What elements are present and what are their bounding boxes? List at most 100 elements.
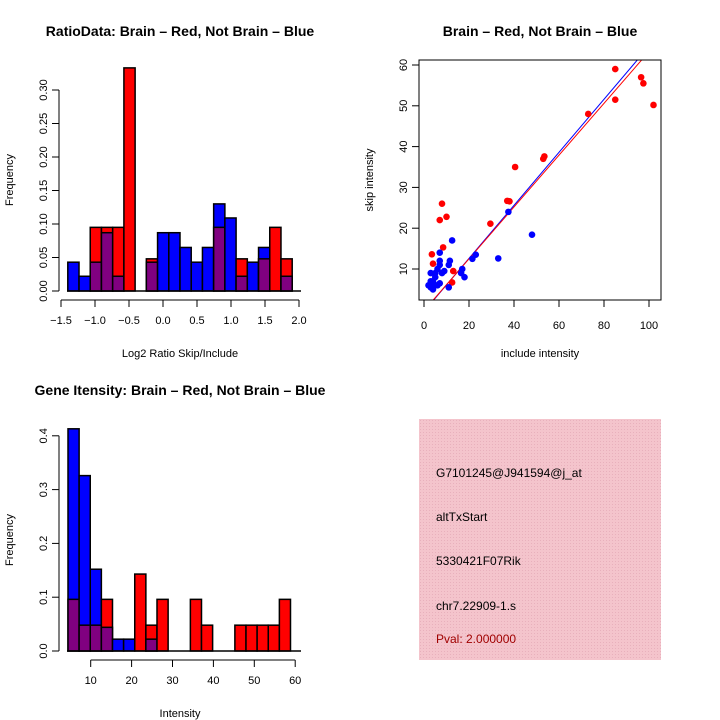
hist1-y-tick-label: 0.15	[38, 180, 50, 201]
hist2-overlap-bar	[67, 598, 80, 652]
scatter-point-red	[443, 213, 450, 221]
scatter-plot: 0 20 40 60 80 100 10 20 30 40 50 60	[398, 59, 662, 332]
hist1-bar	[190, 261, 204, 292]
scatter-y-tick-label: 10	[398, 263, 410, 275]
hist2-bar	[122, 638, 136, 652]
hist1-bar	[179, 246, 192, 292]
hist1-title: RatioData: Brain – Red, Not Brain – Blue	[46, 23, 315, 39]
hist2-bar	[156, 598, 169, 652]
hist2-bar	[200, 624, 214, 652]
scatter-point-red	[506, 197, 513, 205]
hist2-overlap-bar	[78, 624, 92, 652]
hist1-overlap-bar	[235, 275, 249, 292]
hist2-x-tick-label: 30	[166, 675, 178, 687]
scatter-point-blue	[494, 255, 502, 262]
hist1-y-tick-label: 0.05	[38, 247, 50, 268]
scatter-point-red	[640, 80, 647, 87]
scatter-y-tick-label: 50	[398, 100, 410, 112]
hist2-x-tick-label: 10	[85, 675, 97, 687]
scatter-point-blue	[461, 273, 468, 281]
hist1-x-tick-label: 0.5	[189, 315, 204, 327]
info-pval: Pval: 2.000000	[436, 632, 516, 646]
hist2-bar	[245, 624, 258, 652]
scatter-point-red	[487, 220, 494, 228]
hist2-bar	[111, 638, 125, 652]
hist1-ylabel: Frequency	[4, 154, 16, 206]
scatter-point-red	[650, 101, 657, 109]
hist2-xlabel: Intensity	[160, 708, 201, 720]
hist1-overlap-bar	[280, 275, 293, 292]
scatter-point-red	[541, 153, 548, 160]
hist2-bar	[133, 573, 147, 652]
hist2-y-tick-label: 0.3	[38, 482, 50, 497]
hist2-title: Gene Itensity: Brain – Red, Not Brain – …	[35, 382, 326, 398]
hist2-x-tick-label: 50	[248, 675, 260, 687]
info-location: chr7.22909-1.s	[436, 599, 516, 613]
hist1-bar	[201, 246, 215, 292]
hist1-x-tick-label: −1.0	[84, 315, 106, 327]
scatter-point-blue	[440, 267, 448, 275]
hist1-x-tick-label: 2.0	[291, 315, 306, 327]
hist1-y-tick-label: 0.10	[38, 213, 50, 234]
hist1-overlap-bar	[89, 261, 103, 292]
hist1-y-tick-label: 0.30	[38, 79, 50, 100]
hist1-x-tick-label: −1.5	[50, 315, 72, 327]
hist1-bar	[156, 231, 170, 292]
info-gene: 5330421F07Rik	[436, 554, 522, 568]
scatter-ylabel: skip intensity	[364, 148, 376, 211]
scatter-fit-line-red	[432, 60, 643, 300]
hist2-bar	[278, 598, 292, 652]
hist2-overlap-bar	[100, 626, 114, 652]
hist1-y-tick-label: 0.20	[38, 146, 50, 167]
scatter-point-red	[438, 200, 446, 208]
hist1-bar	[78, 275, 91, 292]
hist1-bar	[224, 217, 237, 292]
scatter-point-red	[439, 244, 447, 251]
info-probe: G7101245@J941594@j_at	[436, 466, 582, 480]
hist1-overlap-bar	[100, 231, 114, 292]
hist1-x-tick-label: 1.0	[223, 315, 238, 327]
hist1-y-tick-label: 0.25	[38, 113, 50, 134]
hist1-bar	[67, 261, 80, 292]
hist2-ylabel: Frequency	[4, 514, 16, 566]
hist1-y-tick-label: 0.00	[38, 280, 50, 301]
hist2-y-tick-label: 0.4	[38, 428, 50, 443]
scatter-point-red	[637, 73, 645, 81]
scatter-x-tick-label: 0	[421, 320, 427, 332]
hist1-overlap-bar	[257, 258, 271, 292]
scatter-point-blue	[436, 249, 444, 256]
hist1-overlap-bar	[111, 275, 125, 292]
hist2-y-tick-label: 0.1	[38, 590, 50, 605]
scatter-point-red	[436, 216, 444, 224]
scatter-point-red	[449, 267, 457, 275]
info-panel	[419, 419, 661, 660]
hist2-bar	[256, 624, 269, 652]
scatter-point-red	[511, 163, 519, 171]
scatter-point-red	[584, 110, 592, 118]
hist2-overlap-bar	[145, 638, 158, 652]
scatter-point-red	[611, 65, 619, 73]
hist2-y-tick-label: 0.0	[38, 643, 50, 658]
hist2-x-tick-label: 40	[207, 675, 219, 687]
scatter-point-blue	[436, 257, 444, 265]
scatter-point-blue	[446, 257, 454, 265]
scatter-x-tick-label: 40	[508, 320, 520, 332]
hist1-plot: 0.00 0.05 0.10 0.15 0.20 0.25 0.30 −1.5 −1.0 −0.5…	[38, 67, 307, 327]
scatter-point-blue	[448, 237, 456, 244]
scatter-point-blue	[458, 265, 466, 273]
scatter-x-tick-label: 60	[553, 320, 565, 332]
hist2-y-tick-label: 0.2	[38, 536, 50, 551]
scatter-point-blue	[445, 284, 453, 291]
hist2-plot: 0.0 0.1 0.2 0.3 0.4 10 20 30 40 50 60	[38, 428, 301, 687]
scatter-y-tick-label: 30	[398, 181, 410, 193]
hist2-bar	[267, 624, 281, 652]
hist2-bar	[234, 624, 247, 652]
scatter-point-blue	[505, 208, 512, 216]
scatter-x-tick-label: 100	[640, 320, 658, 332]
hist2-bar	[189, 598, 203, 652]
hist2-overlap-bar	[89, 624, 103, 652]
hist1-bar	[123, 67, 136, 292]
hist1-xlabel: Log2 Ratio Skip/Include	[122, 348, 238, 360]
scatter-y-tick-label: 40	[398, 140, 410, 152]
scatter-x-tick-label: 20	[463, 320, 475, 332]
